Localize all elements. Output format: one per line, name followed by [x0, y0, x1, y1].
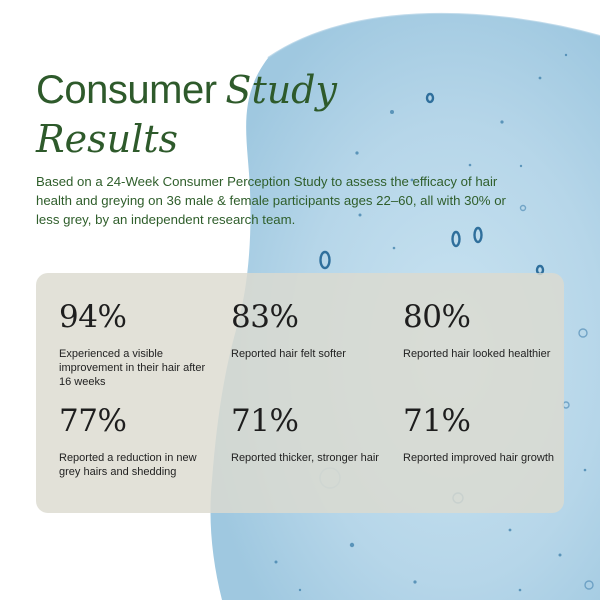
stat-label: Experienced a visible improvement in the… [59, 347, 219, 389]
title-word-consumer: Consumer [36, 68, 217, 112]
study-description: Based on a 24-Week Consumer Perception S… [36, 172, 526, 229]
stat-label: Reported hair felt softer [231, 347, 391, 361]
stat-label: Reported thicker, stronger hair [231, 451, 391, 465]
stat-value: 71% [403, 403, 563, 439]
stat-label: Reported improved hair growth [403, 451, 563, 465]
stat-value: 80% [403, 299, 563, 335]
stat-item: 94% Experienced a visible improvement in… [59, 299, 219, 389]
stat-value: 77% [59, 403, 219, 439]
stat-value: 83% [231, 299, 391, 335]
stat-label: Reported hair looked healthier [403, 347, 563, 361]
stat-item: 71% Reported thicker, stronger hair [231, 403, 391, 465]
title-word-results: Results [36, 117, 178, 161]
stat-item: 77% Reported a reduction in new grey hai… [59, 403, 219, 479]
page-title: Consumer Study Results [36, 70, 337, 158]
stat-label: Reported a reduction in new grey hairs a… [59, 451, 219, 479]
stats-card: 94% Experienced a visible improvement in… [36, 273, 564, 513]
stat-item: 80% Reported hair looked healthier [403, 299, 563, 361]
title-word-study: Study [225, 68, 337, 112]
stat-value: 94% [59, 299, 219, 335]
stat-item: 83% Reported hair felt softer [231, 299, 391, 361]
stat-item: 71% Reported improved hair growth [403, 403, 563, 465]
stat-value: 71% [231, 403, 391, 439]
